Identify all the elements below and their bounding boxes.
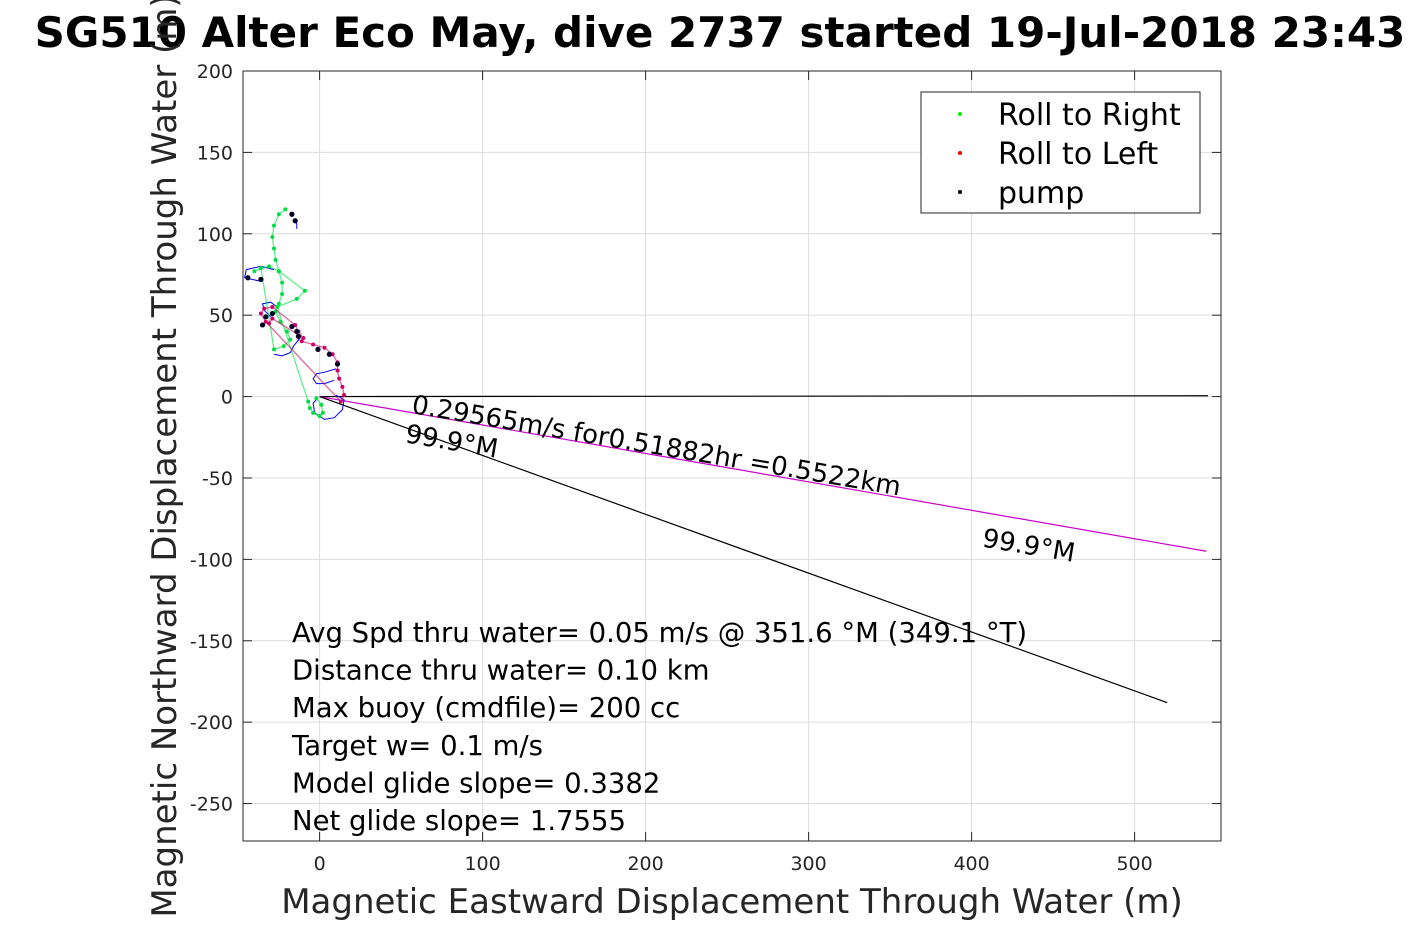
data-point <box>294 296 299 301</box>
data-point <box>270 235 275 240</box>
data-point <box>276 301 281 306</box>
data-point <box>258 265 263 270</box>
y-tick-label: 50 <box>209 305 233 327</box>
data-point <box>276 269 281 274</box>
data-point <box>245 275 251 281</box>
x-tick-label: 200 <box>627 853 663 875</box>
x-tick-label: 400 <box>953 853 989 875</box>
displacement-line <box>319 395 1207 552</box>
stats-note: Max buoy (cmdfile)= 200 cc <box>292 692 680 724</box>
legend-marker <box>958 151 962 155</box>
plot-frame <box>242 70 1222 842</box>
data-point <box>270 305 275 310</box>
ticks: 0 100 200 300 400 500200150100500-50-100-150-… <box>190 61 1221 875</box>
data-point <box>315 346 321 352</box>
displacement-line <box>319 396 1168 704</box>
y-tick-label: 100 <box>197 224 233 246</box>
data-point <box>317 414 322 419</box>
legend-box <box>920 91 1201 214</box>
data-point <box>301 335 306 340</box>
data-point <box>267 264 272 269</box>
data-point <box>263 319 268 324</box>
data-point <box>281 344 286 349</box>
data-point <box>307 405 312 410</box>
data-point <box>334 361 341 367</box>
y-tick-label: 200 <box>197 61 233 83</box>
data-point <box>285 329 290 334</box>
data-point <box>267 321 272 326</box>
data-point <box>275 305 280 310</box>
chart-title: SG510 Alter Eco May, dive 2737 started 1… <box>35 8 1406 57</box>
data-point <box>271 223 276 228</box>
stats-notes: Avg Spd thru water= 0.05 m/s @ 351.6 °M … <box>291 617 1027 837</box>
data-point <box>258 276 264 282</box>
x-tick-label: 500 <box>1116 853 1152 875</box>
data-point <box>289 323 295 330</box>
y-tick-label: -250 <box>190 794 233 816</box>
data-point <box>259 322 266 328</box>
legend-label: pump <box>998 176 1084 211</box>
data-layer <box>244 207 1208 704</box>
displacement-line <box>319 395 1208 398</box>
data-point <box>283 207 288 212</box>
data-point <box>335 368 340 373</box>
data-point <box>288 337 293 342</box>
data-point <box>252 269 257 274</box>
data-point <box>302 288 307 293</box>
legend-label: Roll to Left <box>998 137 1158 172</box>
data-point <box>319 402 324 407</box>
data-point <box>314 396 319 401</box>
data-point <box>273 257 278 262</box>
data-point <box>340 384 345 389</box>
y-tick-label: -200 <box>190 712 233 734</box>
data-point <box>320 410 325 415</box>
stats-note: Distance thru water= 0.10 km <box>292 655 710 687</box>
data-point <box>326 351 332 357</box>
stats-note: Model glide slope= 0.3382 <box>292 767 660 799</box>
legend-marker <box>958 190 962 194</box>
data-point <box>322 345 327 350</box>
data-point <box>263 314 269 320</box>
data-point <box>306 399 311 404</box>
data-point <box>276 212 281 217</box>
stats-note: Target w= 0.1 m/s <box>291 730 543 762</box>
x-tick-label: 100 <box>464 853 500 875</box>
data-point <box>289 211 295 217</box>
data-point <box>280 292 285 297</box>
data-point <box>258 311 263 316</box>
data-point <box>299 339 304 344</box>
current-curve <box>312 394 345 420</box>
data-point <box>311 410 316 415</box>
data-point <box>280 280 285 285</box>
data-point <box>271 347 276 352</box>
data-point <box>337 376 342 381</box>
current-curve <box>261 301 278 318</box>
stats-note: Net glide slope= 1.7555 <box>292 805 626 837</box>
data-point <box>270 316 275 321</box>
data-point <box>269 310 275 317</box>
x-axis-label: Magnetic Eastward Displacement Through W… <box>281 882 1183 922</box>
x-tick-label: 0 <box>314 853 326 875</box>
legend: Roll to Right Roll to Left pump <box>920 91 1201 214</box>
y-tick-label: -50 <box>202 468 233 490</box>
legend-marker <box>958 112 962 116</box>
data-point <box>294 328 300 335</box>
y-tick-label: 150 <box>197 142 233 164</box>
data-point <box>311 342 316 347</box>
legend-label: Roll to Right <box>998 98 1181 133</box>
x-tick-label: 300 <box>790 853 826 875</box>
y-tick-label: 0 <box>221 387 233 409</box>
y-axis-label: Magnetic Northward Displacement Through … <box>145 0 185 918</box>
y-tick-label: -100 <box>190 549 233 571</box>
data-point <box>271 246 276 251</box>
data-point <box>342 392 347 397</box>
data-point <box>262 306 267 311</box>
y-tick-label: -150 <box>190 631 233 653</box>
data-point <box>295 333 302 339</box>
data-point <box>292 218 298 224</box>
stats-note: Avg Spd thru water= 0.05 m/s @ 351.6 °M … <box>292 617 1027 649</box>
current-curve <box>273 337 301 357</box>
data-point <box>338 399 343 404</box>
